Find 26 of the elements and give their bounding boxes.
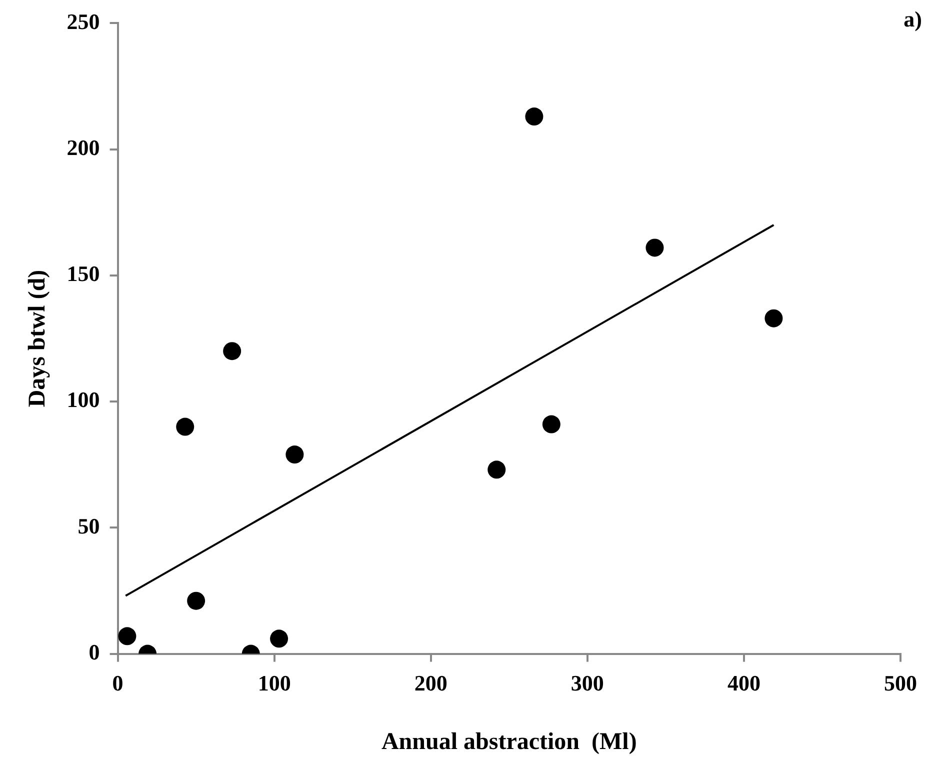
y-tick-label: 150 — [66, 261, 100, 286]
point — [488, 460, 506, 479]
point — [542, 415, 560, 434]
point — [270, 630, 288, 648]
y-tick-label: 100 — [66, 387, 100, 412]
text: a) — [904, 6, 922, 32]
x-tick-label: 300 — [570, 670, 604, 696]
point — [118, 627, 136, 646]
point — [187, 592, 206, 610]
y-tick-label: 250 — [66, 8, 100, 34]
x-axis-title: Annual abstraction (Ml) — [381, 728, 637, 755]
point — [223, 342, 242, 360]
x-tick-label: 500 — [884, 670, 917, 696]
x-tick-label: 200 — [414, 670, 448, 696]
point — [176, 418, 194, 436]
point — [646, 238, 664, 257]
x-tick-label: 400 — [727, 670, 760, 696]
x-tick-label: 0 — [112, 670, 124, 696]
y-tick-label: 200 — [66, 135, 100, 160]
x-tick-label: 100 — [258, 670, 291, 696]
y-tick-label: 0 — [88, 639, 100, 664]
y-axis-title: Days btwl (d) — [24, 270, 51, 408]
point — [764, 309, 783, 328]
y-tick-label: 50 — [78, 513, 100, 538]
point — [286, 446, 304, 464]
point — [525, 108, 544, 126]
